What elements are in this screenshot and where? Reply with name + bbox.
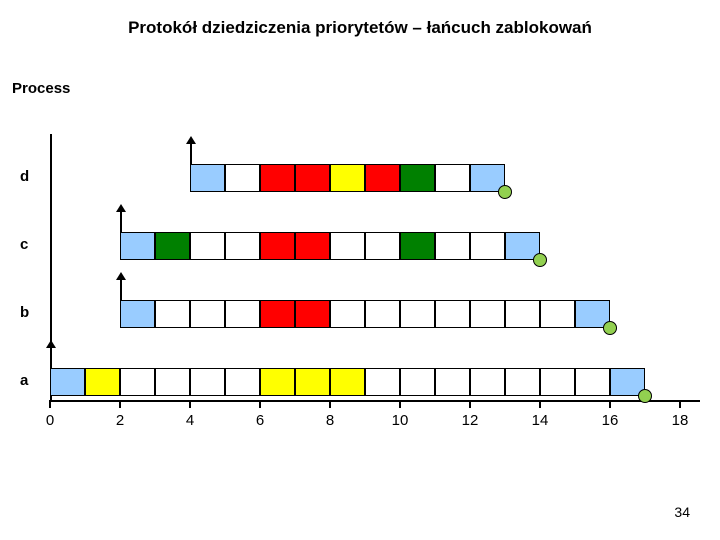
arrow-a — [50, 346, 52, 368]
cell — [155, 300, 190, 328]
cell — [120, 300, 155, 328]
chart-title: Protokół dziedziczenia priorytetów – łań… — [0, 0, 720, 38]
cell — [435, 164, 470, 192]
y-axis-label: Process — [12, 80, 70, 97]
cell — [295, 232, 330, 260]
cell — [400, 368, 435, 396]
tick — [609, 400, 611, 408]
tick — [539, 400, 541, 408]
tick — [679, 400, 681, 408]
cell — [120, 368, 155, 396]
cell — [330, 300, 365, 328]
tick — [189, 400, 191, 408]
cell — [470, 232, 505, 260]
tick — [49, 400, 51, 408]
cell — [295, 164, 330, 192]
tick-label: 10 — [392, 412, 409, 429]
arrow-b — [120, 278, 122, 300]
row-label-a: a — [20, 372, 28, 389]
end-dot-c — [533, 253, 547, 267]
row-label-d: d — [20, 168, 29, 185]
cell — [295, 300, 330, 328]
cell — [85, 368, 120, 396]
cell — [190, 368, 225, 396]
tick-label: 0 — [46, 412, 54, 429]
tick — [469, 400, 471, 408]
tick — [329, 400, 331, 408]
cell — [400, 300, 435, 328]
tick — [119, 400, 121, 408]
cell — [190, 232, 225, 260]
cell — [470, 300, 505, 328]
cell — [365, 300, 400, 328]
arrow-c — [120, 210, 122, 232]
tick-label: 14 — [532, 412, 549, 429]
cell — [155, 368, 190, 396]
cell — [505, 368, 540, 396]
cell — [540, 300, 575, 328]
cell — [260, 300, 295, 328]
cell — [225, 368, 260, 396]
cell — [400, 232, 435, 260]
end-dot-d — [498, 185, 512, 199]
tick-label: 16 — [602, 412, 619, 429]
cell — [400, 164, 435, 192]
tick-label: 8 — [326, 412, 334, 429]
cell — [435, 232, 470, 260]
tick-label: 12 — [462, 412, 479, 429]
cell — [155, 232, 190, 260]
cell — [435, 368, 470, 396]
cell — [225, 232, 260, 260]
cell — [330, 368, 365, 396]
tick-label: 4 — [186, 412, 194, 429]
end-dot-a — [638, 389, 652, 403]
cell — [575, 368, 610, 396]
cell — [435, 300, 470, 328]
tick-label: 18 — [672, 412, 689, 429]
tick-label: 2 — [116, 412, 124, 429]
cell — [540, 368, 575, 396]
cell — [190, 164, 225, 192]
cell — [260, 164, 295, 192]
cell — [365, 368, 400, 396]
cell — [295, 368, 330, 396]
end-dot-b — [603, 321, 617, 335]
row-label-b: b — [20, 304, 29, 321]
cell — [330, 164, 365, 192]
cell — [50, 368, 85, 396]
arrow-d — [190, 142, 192, 164]
cell — [505, 300, 540, 328]
tick — [259, 400, 261, 408]
cell — [330, 232, 365, 260]
cell — [365, 232, 400, 260]
cell — [470, 368, 505, 396]
cell — [225, 300, 260, 328]
cell — [190, 300, 225, 328]
tick-label: 6 — [256, 412, 264, 429]
cell — [260, 368, 295, 396]
cell — [225, 164, 260, 192]
tick — [399, 400, 401, 408]
cell — [120, 232, 155, 260]
page-number: 34 — [674, 504, 690, 520]
cell — [365, 164, 400, 192]
cell — [260, 232, 295, 260]
row-label-c: c — [20, 236, 28, 253]
x-axis — [50, 400, 700, 402]
